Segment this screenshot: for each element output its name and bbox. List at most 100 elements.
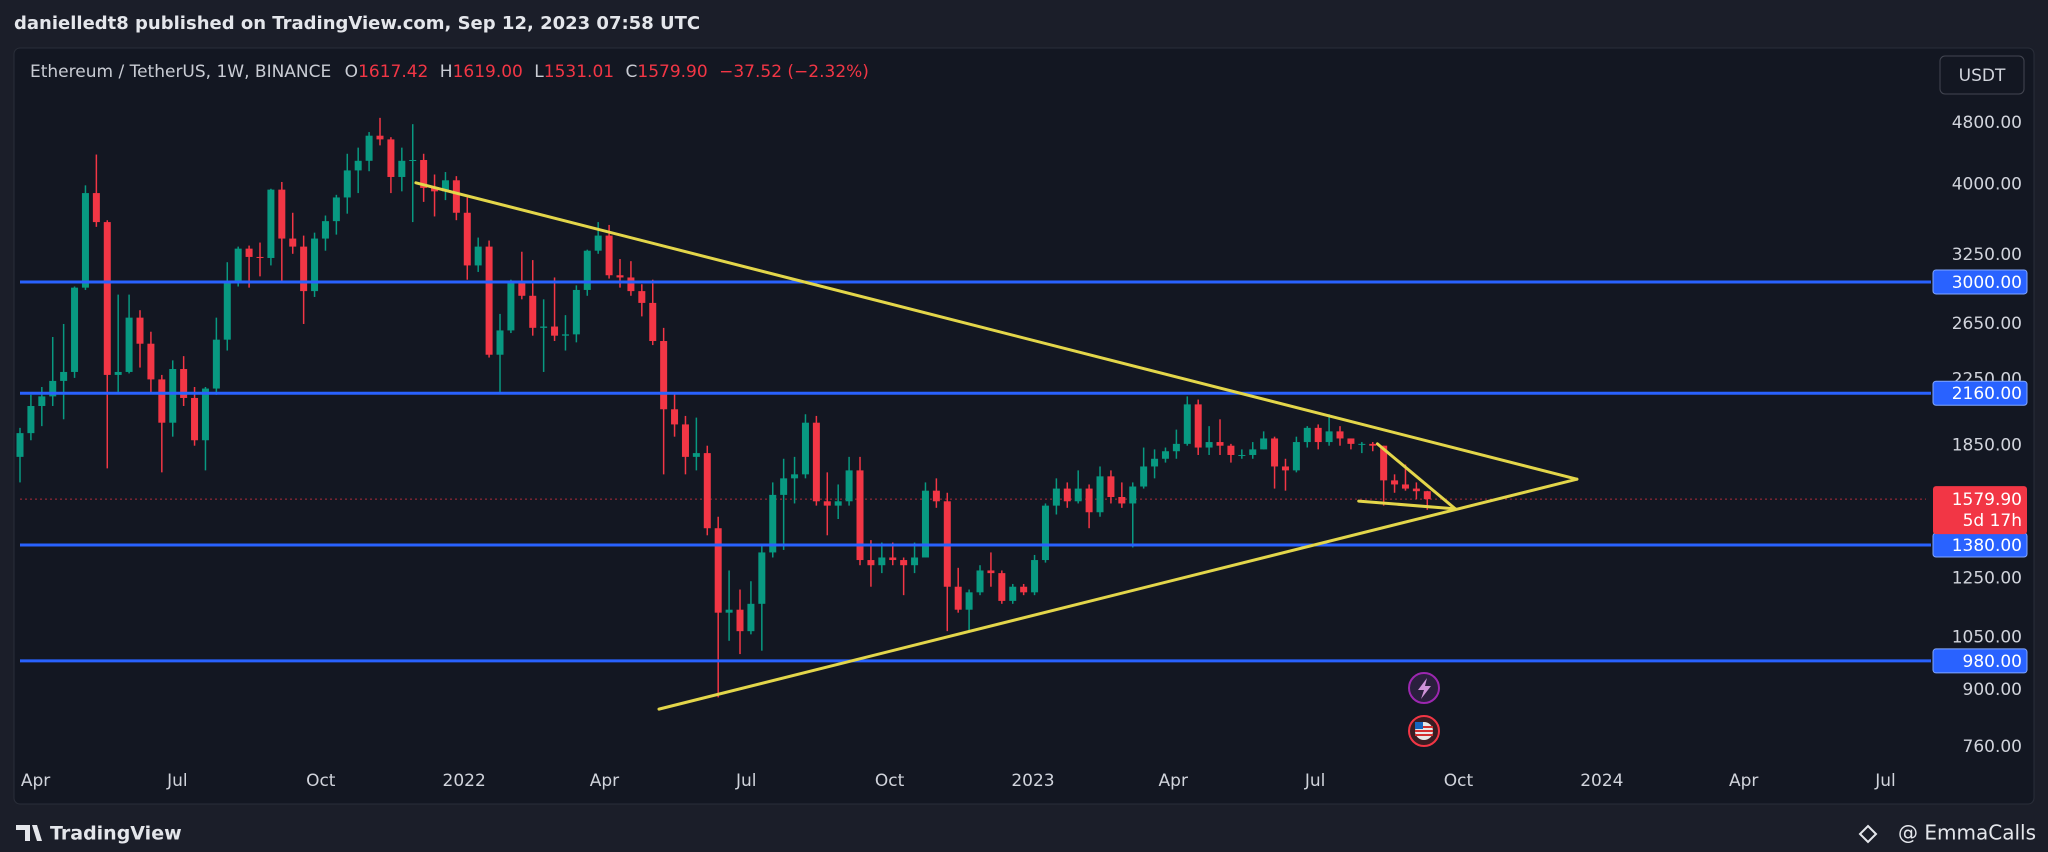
candle-body [169, 369, 177, 423]
y-tick-label: 760.00 [1963, 737, 2022, 757]
candle-body [769, 494, 777, 553]
trendline [1375, 442, 1457, 511]
candle-body [245, 248, 253, 257]
trendline [1357, 499, 1457, 511]
candle-body [747, 603, 755, 632]
candle-body [1172, 443, 1180, 452]
candle-body [409, 160, 417, 162]
watermark-icon [1858, 824, 1878, 844]
candle-body [256, 256, 264, 258]
candle-body [1216, 442, 1224, 446]
candle-body [954, 586, 962, 610]
x-tick-label: Jul [735, 771, 757, 791]
trendline [414, 181, 1579, 481]
candle-body [311, 238, 319, 292]
candle-body [911, 557, 919, 566]
candle-body [1129, 486, 1137, 504]
candle-body [1325, 431, 1333, 443]
candle-body [201, 388, 209, 441]
candle-body [1347, 438, 1355, 444]
y-tick-label: 4000.00 [1952, 175, 2022, 195]
x-tick-label: Apr [1159, 771, 1188, 791]
candle-body [998, 573, 1006, 601]
candle-body [278, 189, 286, 239]
x-tick-label: Jul [1304, 771, 1326, 791]
candle-body [703, 453, 711, 529]
candle-body [921, 490, 929, 558]
candle-body [932, 490, 940, 502]
candle-body [496, 330, 504, 355]
candle-body [147, 343, 155, 380]
candle-body [1423, 491, 1431, 500]
candle-body [27, 406, 35, 434]
candle-body [1161, 451, 1169, 459]
level-badge [1932, 380, 2028, 406]
candle-body [1052, 488, 1060, 506]
symbol-title: Ethereum / TetherUS, 1W, BINANCE [30, 62, 331, 82]
candle-body [16, 433, 24, 457]
candle-body [1260, 438, 1268, 450]
candle-body [867, 560, 875, 566]
candle-body [507, 281, 515, 331]
x-tick-label: Oct [306, 771, 336, 791]
candle-body [114, 371, 122, 375]
lightning-glyph [1418, 678, 1431, 699]
x-tick-label: 2024 [1580, 771, 1623, 791]
candle-body [812, 422, 820, 502]
candle-body [758, 552, 766, 604]
currency-button-label[interactable]: USDT [1959, 66, 2006, 86]
candle-body [300, 246, 308, 292]
candle-body [638, 291, 646, 303]
candle-body [191, 397, 199, 441]
x-tick-label: 2023 [1011, 771, 1054, 791]
candle-body [49, 380, 57, 397]
candle-body [92, 193, 100, 223]
legend-value: 1619.00 [453, 62, 523, 82]
candle-body [692, 453, 700, 457]
trendline [657, 477, 1579, 711]
candle-body [420, 160, 428, 188]
candle-body [1063, 488, 1071, 502]
candle-body [976, 570, 984, 593]
candle-body [714, 528, 722, 613]
candle-body [649, 302, 657, 342]
legend-key: C [626, 62, 638, 82]
candle-body [289, 238, 297, 247]
legend-key: L [534, 62, 544, 82]
candle-body [365, 135, 373, 161]
level-label: 1380.00 [1952, 536, 2022, 556]
candle-body [343, 170, 351, 198]
legend-key: H [440, 62, 453, 82]
y-tick-label: 2650.00 [1952, 314, 2022, 334]
candle-body [1031, 560, 1039, 593]
candle-body [1369, 443, 1377, 446]
candle-body [1183, 404, 1191, 444]
x-tick-label: Apr [1729, 771, 1758, 791]
last-price-badge [1933, 486, 2027, 535]
candle-body [561, 334, 569, 336]
last-price-label: 1579.90 [1952, 490, 2022, 510]
y-tick-label: 4800.00 [1952, 113, 2022, 133]
currency-button[interactable] [1939, 55, 2025, 95]
candle-body [660, 341, 668, 410]
candle-body [1205, 442, 1213, 448]
candle-body [1314, 427, 1322, 443]
candle-body [1281, 466, 1289, 471]
candle-body [1292, 442, 1300, 471]
footer: TradingView @ EmmaCalls [16, 821, 2036, 845]
candle-body [856, 470, 864, 561]
legend-value: 1531.01 [544, 62, 614, 82]
legend-key: O [345, 62, 358, 82]
candle-body [180, 369, 188, 398]
candle-body [234, 248, 242, 281]
candle-body [1009, 586, 1017, 601]
level-label: 980.00 [1963, 652, 2022, 672]
candle-body [594, 235, 602, 251]
legend-value: 1617.42 [358, 62, 428, 82]
legend-change: −37.52 (−2.32%) [719, 62, 869, 82]
level-badge [1932, 269, 2028, 295]
candle-body [38, 396, 46, 407]
candle-body [136, 317, 144, 344]
x-tick-label: Oct [875, 771, 905, 791]
